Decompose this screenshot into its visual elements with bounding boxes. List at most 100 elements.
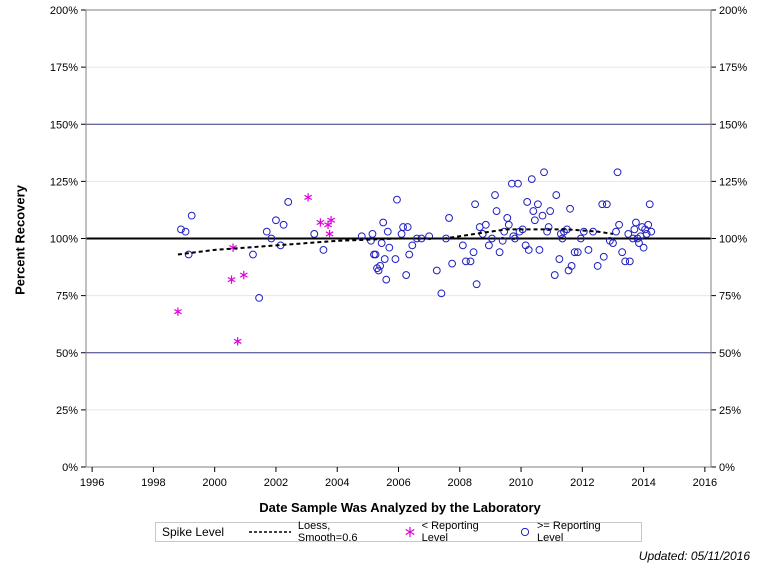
data-point-above xyxy=(267,234,276,243)
x-tick-label: 2002 xyxy=(264,477,288,489)
data-point-above xyxy=(570,248,579,257)
data-point-above xyxy=(403,223,412,231)
x-tick-label: 1996 xyxy=(80,477,104,489)
data-point-above xyxy=(492,207,501,215)
circle-icon xyxy=(521,527,530,537)
data-point-above xyxy=(255,294,264,302)
y-tick-label: 25% xyxy=(56,405,78,417)
data-point-above xyxy=(576,234,585,243)
data-point-above xyxy=(625,257,634,266)
data-point-above xyxy=(370,250,378,259)
data-point-above xyxy=(511,234,519,243)
data-point-above xyxy=(514,179,522,188)
data-point-above xyxy=(472,280,481,289)
legend-above-label: >= Reporting Level xyxy=(537,520,601,544)
data-point-above xyxy=(181,227,190,236)
data-point-above xyxy=(540,168,548,177)
data-point-above xyxy=(491,191,499,199)
data-point-above xyxy=(279,220,288,229)
data-point-above xyxy=(544,223,553,231)
data-point-below xyxy=(327,216,336,225)
data-point-above xyxy=(442,234,450,243)
data-point-above xyxy=(524,246,533,254)
data-point-above xyxy=(471,200,479,209)
x-tick-label: 2006 xyxy=(386,477,410,489)
asterisk-icon xyxy=(405,527,415,537)
data-point-below xyxy=(239,270,248,280)
data-point-above xyxy=(380,255,389,263)
legend-below-label: < Reporting Level xyxy=(421,520,479,544)
data-point-above xyxy=(379,218,388,227)
legend-item-loess: Loess, Smooth=0.6 xyxy=(247,520,390,544)
data-point-above xyxy=(567,262,576,270)
data-point-above xyxy=(484,241,493,250)
data-point-below xyxy=(304,193,313,202)
data-point-above xyxy=(647,227,656,236)
legend: Spike Level Loess, Smooth=0.6 < Reportin… xyxy=(155,520,642,544)
x-tick-label: 2016 xyxy=(693,477,717,489)
data-point-above xyxy=(405,250,414,259)
data-point-above xyxy=(550,271,559,279)
y2-tick-label: 175% xyxy=(719,62,747,74)
data-point-above xyxy=(615,220,623,229)
x-tick-label: 2012 xyxy=(570,477,594,489)
data-point-above xyxy=(523,198,532,206)
data-point-above xyxy=(555,255,564,263)
legend-title: Spike Level xyxy=(162,525,225,539)
data-point-above xyxy=(374,266,383,275)
data-point-above xyxy=(609,239,617,247)
data-point-above xyxy=(644,220,653,229)
data-point-above xyxy=(500,227,509,236)
y-tick-label: 200% xyxy=(50,5,78,17)
updated-timestamp: Updated: 05/11/2016 xyxy=(638,549,750,563)
x-tick-label: 2004 xyxy=(325,477,349,489)
data-point-above xyxy=(518,225,527,234)
y2-tick-label: 200% xyxy=(719,5,747,17)
data-point-above xyxy=(602,200,611,209)
data-point-above xyxy=(503,214,512,222)
dashed-line-icon xyxy=(249,531,292,533)
data-point-above xyxy=(402,271,411,279)
data-point-above xyxy=(383,227,392,236)
data-point-above xyxy=(448,259,457,268)
data-point-above xyxy=(599,252,608,261)
data-point-above xyxy=(469,248,478,257)
data-point-above xyxy=(566,204,574,213)
data-point-above xyxy=(507,179,516,188)
data-point-above xyxy=(598,200,607,209)
x-tick-label: 1998 xyxy=(141,477,165,489)
data-point-below xyxy=(173,307,182,316)
data-point-above xyxy=(552,191,561,199)
data-point-above xyxy=(262,227,271,236)
y2-tick-label: 25% xyxy=(719,405,741,417)
data-point-above xyxy=(642,230,651,238)
data-point-above xyxy=(573,248,582,257)
data-point-above xyxy=(368,230,377,238)
data-point-above xyxy=(498,236,507,245)
data-point-above xyxy=(535,246,544,254)
data-point-above xyxy=(382,275,391,284)
data-point-above xyxy=(177,225,185,234)
y2-tick-label: 125% xyxy=(719,176,747,188)
data-point-above xyxy=(509,232,518,241)
data-point-above xyxy=(458,241,467,250)
data-point-above xyxy=(462,257,470,266)
data-point-above xyxy=(319,246,328,254)
data-point-below xyxy=(325,229,334,239)
data-point-above xyxy=(284,198,293,206)
loess-curve xyxy=(177,228,614,256)
data-point-above xyxy=(432,266,441,275)
y-tick-label: 150% xyxy=(50,119,78,131)
data-point-above xyxy=(543,227,551,236)
data-point-above xyxy=(272,216,280,225)
data-point-above xyxy=(481,220,490,229)
data-point-above xyxy=(527,175,536,183)
data-point-above xyxy=(412,234,421,243)
data-point-above xyxy=(249,250,257,259)
data-point-above xyxy=(187,211,196,220)
data-point-above xyxy=(393,195,401,204)
data-point-above xyxy=(371,250,380,259)
y2-tick-label: 150% xyxy=(719,119,747,131)
y-tick-label: 50% xyxy=(56,348,78,360)
